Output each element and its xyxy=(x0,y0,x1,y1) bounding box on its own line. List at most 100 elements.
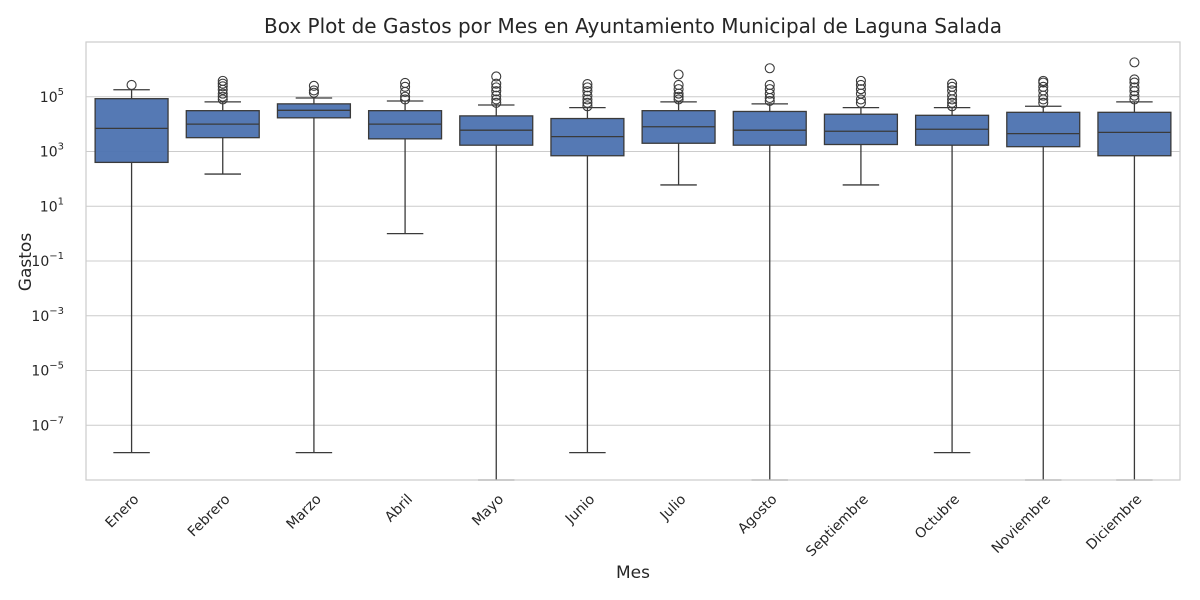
box-diciembre xyxy=(1097,57,1172,481)
outlier-point xyxy=(308,85,319,96)
y-tick-label: 103 xyxy=(40,142,64,161)
outlier-point xyxy=(491,97,502,108)
outlier-point xyxy=(1038,97,1049,108)
plot-frame xyxy=(85,41,1181,481)
outlier-point xyxy=(1129,82,1140,93)
outlier-point xyxy=(673,84,684,95)
outlier-point xyxy=(1038,85,1049,96)
outlier-point xyxy=(855,75,866,86)
outlier-point xyxy=(582,90,593,101)
x-tick-label: Abril xyxy=(382,492,416,526)
x-tick-label: Julio xyxy=(657,492,690,525)
outlier-point xyxy=(217,91,228,102)
outlier-point xyxy=(764,79,775,90)
y-tick-label: 10−7 xyxy=(31,415,64,434)
outlier-point xyxy=(673,79,684,90)
outlier-point xyxy=(764,84,775,95)
boxes-layer xyxy=(94,57,1172,481)
iqr-box xyxy=(94,98,169,164)
outlier-point xyxy=(491,86,502,97)
box-mayo xyxy=(459,71,534,481)
y-tick-label: 10−5 xyxy=(31,361,64,380)
outlier-point xyxy=(582,97,593,108)
outlier-point xyxy=(764,95,775,107)
box-febrero xyxy=(185,75,260,175)
outlier-point xyxy=(947,101,958,112)
outlier-point xyxy=(400,91,411,102)
outlier-point xyxy=(1129,57,1140,68)
outlier-point xyxy=(400,81,411,92)
outlier-point xyxy=(947,97,958,108)
iqr-box xyxy=(1097,111,1172,157)
box-noviembre xyxy=(1006,75,1081,481)
box-septiembre xyxy=(823,75,899,186)
x-tick-label: Octubre xyxy=(912,492,963,543)
x-tick-label: Junio xyxy=(562,492,598,528)
outlier-point xyxy=(217,94,228,105)
box-junio xyxy=(550,79,625,454)
x-tick-label: Septiembre xyxy=(803,492,872,561)
x-tick-label: Febrero xyxy=(185,492,234,541)
x-tick-label: Enero xyxy=(103,492,143,532)
gridlines xyxy=(86,96,1180,426)
x-tick-label: Marzo xyxy=(284,492,325,533)
outlier-point xyxy=(217,78,228,89)
outlier-point xyxy=(491,71,502,82)
outlier-point xyxy=(855,79,866,90)
outlier-point xyxy=(1129,74,1140,85)
x-tick-labels: Enero Febrero Marzo Abril Mayo Junio Julio Agos… xyxy=(103,492,1146,561)
outlier-point xyxy=(855,94,866,105)
outlier-point xyxy=(673,69,684,80)
outlier-point xyxy=(582,101,593,112)
y-tick-label: 10−3 xyxy=(31,306,64,325)
outlier-point xyxy=(855,84,866,95)
outlier-point xyxy=(1129,94,1140,105)
outlier-point xyxy=(400,94,411,105)
box-marzo xyxy=(276,80,352,454)
outlier-point xyxy=(582,94,593,105)
outlier-point xyxy=(491,78,502,89)
x-tick-label: Mayo xyxy=(469,492,507,530)
outlier-point xyxy=(947,81,958,92)
iqr-box xyxy=(914,114,990,146)
y-tick-label: 10−1 xyxy=(31,251,64,270)
y-axis-label: Gastos xyxy=(16,233,36,292)
x-tick-label: Diciembre xyxy=(1083,492,1145,554)
chart-title: Box Plot de Gastos por Mes en Ayuntamien… xyxy=(264,14,1002,38)
outlier-point xyxy=(582,86,593,97)
outlier-point xyxy=(947,85,958,96)
y-tick-label: 101 xyxy=(40,196,64,215)
iqr-box xyxy=(823,113,899,146)
x-tick-label: Agosto xyxy=(735,492,781,538)
outlier-point xyxy=(491,82,502,93)
outlier-point xyxy=(400,77,411,88)
outlier-point xyxy=(217,75,228,86)
y-tick-labels: 105 103 101 10−1 10−3 10−5 10−7 xyxy=(31,87,64,435)
outlier-point xyxy=(1129,90,1140,101)
outlier-point xyxy=(582,79,593,90)
outlier-point xyxy=(947,78,958,89)
outlier-point xyxy=(491,90,502,101)
iqr-box xyxy=(732,110,807,146)
outlier-point xyxy=(1038,81,1049,92)
box-abril xyxy=(367,77,443,235)
x-axis-label: Mes xyxy=(616,563,650,583)
outlier-point xyxy=(308,87,319,98)
outlier-point xyxy=(126,79,137,90)
outlier-point xyxy=(673,94,684,105)
box-julio xyxy=(641,69,716,186)
x-tick-label: Noviembre xyxy=(989,492,1054,557)
outlier-point xyxy=(308,80,319,91)
outlier-point xyxy=(217,81,228,92)
outlier-point xyxy=(217,88,228,99)
outlier-point xyxy=(673,91,684,102)
iqr-box xyxy=(1006,111,1081,148)
outlier-point xyxy=(1038,75,1049,86)
outlier-point xyxy=(764,63,775,74)
outlier-point xyxy=(582,82,593,93)
box-enero xyxy=(94,79,169,454)
outlier-point xyxy=(1129,77,1140,88)
outlier-point xyxy=(491,94,502,105)
box-octubre xyxy=(914,78,990,454)
box-agosto xyxy=(732,63,807,481)
